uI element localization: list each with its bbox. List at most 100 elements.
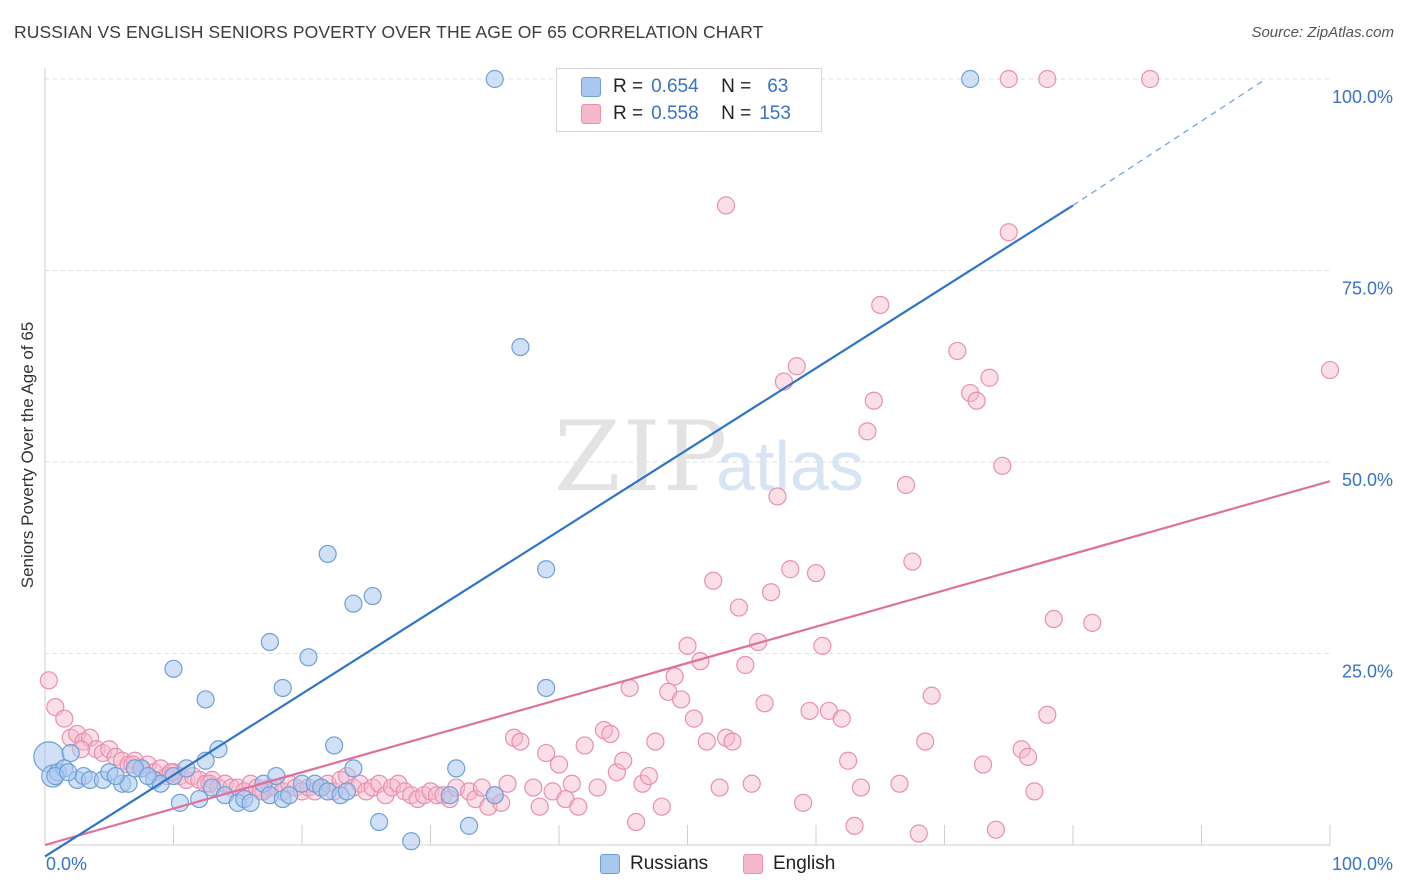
- english-point: [723, 732, 742, 751]
- legend-row-english: R = 0.558 N = 153: [581, 101, 791, 127]
- english-point: [742, 774, 761, 793]
- english-point: [1038, 69, 1057, 89]
- english-point: [562, 774, 581, 793]
- russians-point: [370, 812, 389, 832]
- y-tick-label: 75.0%: [1342, 279, 1393, 299]
- english-point: [890, 774, 909, 793]
- english-point: [671, 690, 691, 709]
- english-point: [729, 598, 749, 617]
- english-point: [980, 368, 999, 387]
- english-point: [614, 751, 633, 770]
- russians-point: [537, 678, 556, 698]
- russians-point: [260, 632, 279, 652]
- english-point: [851, 778, 871, 797]
- english-point: [1320, 360, 1340, 380]
- russians-series: [33, 69, 980, 851]
- x-tick-label: 100.0%: [1332, 854, 1393, 874]
- english-point: [1018, 747, 1038, 767]
- english-point: [800, 701, 819, 721]
- english-point: [684, 709, 704, 728]
- english-point: [813, 636, 832, 655]
- english-point: [665, 667, 684, 686]
- y-axis-title: Seniors Poverty Over the Age of 65: [18, 321, 37, 589]
- russians-point: [299, 648, 318, 667]
- russians-point: [402, 832, 421, 851]
- russians-point: [485, 786, 504, 805]
- russians-point: [961, 69, 980, 89]
- y-tick-label: 100.0%: [1332, 87, 1393, 107]
- english-point: [652, 797, 671, 816]
- english-point: [537, 743, 556, 763]
- legend-row-russians: R = 0.654 N = 63: [581, 74, 788, 100]
- english-point: [909, 824, 928, 843]
- legend-r-value: 0.654: [651, 76, 699, 97]
- english-point: [781, 560, 800, 579]
- russians-point: [344, 594, 363, 613]
- english-point: [511, 732, 530, 751]
- english-point: [761, 583, 781, 602]
- english-point: [736, 655, 755, 675]
- legend-n-value: 153: [759, 103, 791, 124]
- watermark-atlas: atlas: [716, 427, 864, 505]
- english-point: [716, 196, 736, 215]
- english-point: [588, 778, 607, 797]
- series-legend: Russians English: [0, 850, 1406, 878]
- english-point: [948, 341, 967, 361]
- english-point: [55, 709, 74, 728]
- english-point: [601, 724, 620, 744]
- english-point: [498, 774, 517, 793]
- trend-lines: [44, 78, 1331, 858]
- english-point: [1140, 69, 1160, 89]
- english-point: [697, 732, 716, 751]
- english-point: [858, 422, 877, 441]
- english-swatch: [743, 854, 763, 874]
- russians-swatch: [600, 854, 620, 874]
- chart-title: RUSSIAN VS ENGLISH SENIORS POVERTY OVER …: [14, 22, 764, 42]
- english-point: [678, 636, 697, 655]
- russians-point: [537, 560, 556, 579]
- russians-point: [337, 782, 357, 801]
- english-point: [755, 694, 774, 713]
- english-point: [1044, 609, 1063, 629]
- russians-point: [511, 338, 530, 357]
- russians-point: [447, 759, 466, 778]
- russians-point: [459, 816, 479, 835]
- russians-point: [280, 786, 299, 805]
- russians-point: [440, 786, 459, 805]
- grid-lines: [45, 78, 1330, 654]
- english-point: [768, 487, 787, 506]
- russians-point: [241, 793, 260, 812]
- russians-point: [196, 690, 215, 709]
- english-point: [845, 816, 864, 835]
- english-point: [1025, 782, 1044, 801]
- english-point: [922, 686, 941, 705]
- russians-point: [344, 759, 363, 778]
- legend-n-label: N =: [721, 76, 752, 97]
- english-point: [607, 763, 626, 782]
- legend-n-value: 63: [767, 76, 789, 97]
- russians-point: [59, 763, 78, 782]
- english-point: [999, 223, 1018, 242]
- english-point: [530, 797, 549, 816]
- english-point: [549, 755, 569, 774]
- english-point: [710, 778, 729, 797]
- legend-item-russians: Russians: [600, 853, 708, 875]
- english-point: [832, 709, 851, 728]
- watermark: ZIP atlas: [554, 401, 864, 513]
- legend-r-value: 0.558: [651, 103, 699, 124]
- legend-r-label: R =: [613, 76, 644, 97]
- english-point: [999, 69, 1018, 89]
- english-point: [806, 563, 826, 583]
- legend-r-label: R =: [613, 103, 644, 124]
- english-point: [967, 391, 986, 410]
- russians-point: [318, 544, 337, 564]
- russians-trend-extension: [1072, 78, 1267, 206]
- axes: [44, 68, 1331, 846]
- english-point: [993, 456, 1012, 475]
- english-point: [569, 797, 588, 816]
- correlation-legend: R = 0.654 N = 63 R = 0.558 N = 153: [556, 68, 822, 132]
- english-point: [1038, 705, 1057, 724]
- russians-point: [325, 736, 344, 755]
- english-trend-line: [44, 480, 1331, 847]
